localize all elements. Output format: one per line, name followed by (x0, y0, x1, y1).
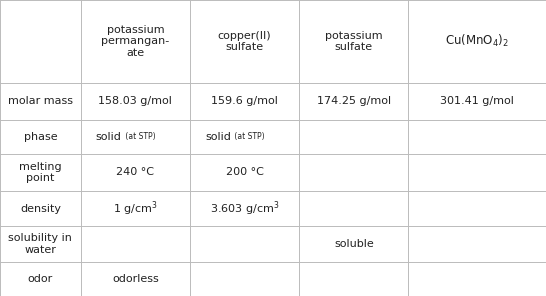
Text: 240 °C: 240 °C (116, 168, 155, 177)
Text: 3.603 g/cm$^3$: 3.603 g/cm$^3$ (210, 200, 280, 218)
Text: odorless: odorless (112, 274, 159, 284)
Text: molar mass: molar mass (8, 96, 73, 106)
Text: 1 g/cm$^3$: 1 g/cm$^3$ (113, 200, 158, 218)
Text: phase: phase (23, 132, 57, 142)
Text: 200 °C: 200 °C (225, 168, 264, 177)
Text: 174.25 g/mol: 174.25 g/mol (317, 96, 391, 106)
Text: density: density (20, 204, 61, 214)
Text: potassium
permangan-
ate: potassium permangan- ate (101, 25, 169, 58)
Text: solubility in
water: solubility in water (9, 234, 72, 255)
Text: copper(II)
sulfate: copper(II) sulfate (218, 31, 271, 52)
Text: soluble: soluble (334, 239, 373, 249)
Text: solid: solid (96, 132, 122, 142)
Text: (at STP): (at STP) (123, 132, 156, 141)
Text: 301.41 g/mol: 301.41 g/mol (440, 96, 514, 106)
Text: 159.6 g/mol: 159.6 g/mol (211, 96, 278, 106)
Text: melting
point: melting point (19, 162, 62, 183)
Text: solid: solid (205, 132, 231, 142)
Text: potassium
sulfate: potassium sulfate (325, 31, 383, 52)
Text: 158.03 g/mol: 158.03 g/mol (98, 96, 173, 106)
Text: Cu(MnO$_4$)$_2$: Cu(MnO$_4$)$_2$ (445, 33, 509, 49)
Text: (at STP): (at STP) (232, 132, 265, 141)
Text: odor: odor (28, 274, 53, 284)
